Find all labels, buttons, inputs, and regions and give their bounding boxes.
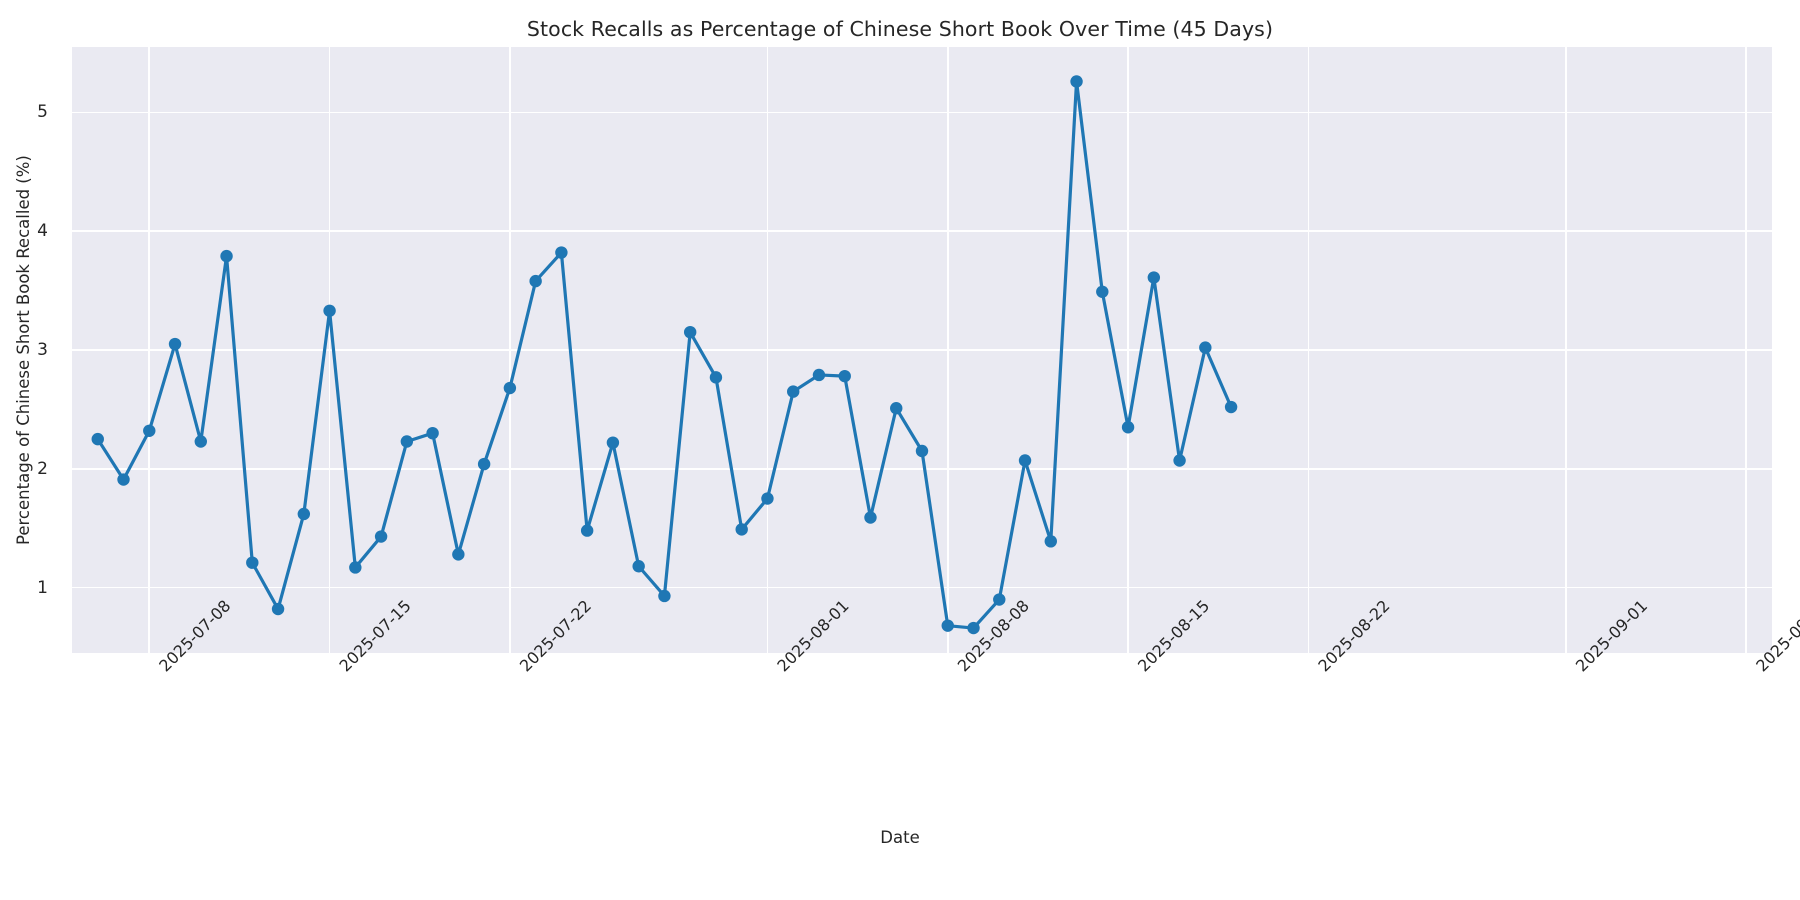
data-point: [220, 249, 233, 263]
data-point: [683, 325, 697, 339]
data-point: [1147, 271, 1161, 284]
data-point: [632, 560, 645, 573]
y-tick-label: 4: [37, 221, 48, 242]
data-point: [194, 435, 207, 448]
y-tick-label: 2: [37, 458, 48, 479]
x-tick-label: 2025-07-22: [516, 596, 595, 675]
data-point: [787, 385, 800, 398]
gridline-h: [72, 230, 1772, 232]
x-tick-label: 2025-09-01: [1572, 596, 1651, 675]
data-point: [1121, 421, 1135, 434]
data-point: [374, 530, 388, 543]
gridline-h: [72, 586, 1772, 589]
data-point: [864, 511, 877, 524]
data-point: [477, 457, 491, 471]
data-point: [658, 589, 671, 603]
data-point: [915, 444, 929, 458]
x-tick-label: 2025-08-01: [773, 596, 852, 675]
series-polyline: [96, 79, 1233, 630]
x-tick-label: 2025-09-08: [1752, 596, 1800, 676]
data-point: [967, 621, 980, 635]
data-point: [761, 492, 774, 505]
data-point: [529, 274, 542, 288]
x-tick-label: 2025-08-15: [1134, 596, 1213, 675]
data-point: [1044, 535, 1057, 548]
data-point: [400, 435, 414, 448]
data-point: [555, 246, 568, 259]
x-tick-label: 2025-07-15: [336, 596, 415, 675]
data-point: [297, 507, 311, 521]
data-point: [143, 424, 156, 437]
data-point: [1224, 400, 1238, 414]
data-point: [993, 593, 1006, 606]
data-point: [812, 368, 826, 382]
line-series: [91, 75, 1238, 635]
data-point: [606, 436, 620, 449]
data-point: [890, 402, 903, 415]
gridline-v: [766, 47, 769, 653]
data-point: [709, 371, 723, 384]
y-axis-ticks: 1 2 3 4 5: [0, 47, 62, 653]
x-axis-label: Date: [880, 828, 920, 847]
data-point: [1096, 285, 1109, 298]
gridline-v: [148, 47, 151, 653]
data-point: [168, 337, 182, 351]
gridline-v: [1307, 47, 1310, 653]
data-point: [426, 426, 439, 440]
gridline-h: [72, 349, 1772, 351]
gridline-v: [1565, 47, 1567, 653]
gridline-v: [1127, 47, 1129, 653]
data-point: [452, 548, 465, 561]
gridline-v: [509, 47, 511, 653]
y-tick-label: 5: [37, 102, 48, 123]
gridline-v: [328, 47, 331, 653]
y-axis-label: Percentage of Chinese Short Book Recalle…: [14, 155, 33, 545]
data-point: [503, 381, 517, 395]
data-point: [735, 523, 748, 536]
data-point: [1199, 341, 1212, 354]
gridline-v: [946, 47, 949, 653]
x-tick-label: 2025-08-22: [1314, 596, 1393, 675]
plot-area: [72, 47, 1772, 653]
data-point: [838, 369, 851, 383]
data-point: [246, 556, 259, 569]
data-point: [349, 561, 362, 574]
data-point: [271, 602, 285, 616]
series-markers: [91, 75, 1238, 635]
data-point: [323, 304, 336, 317]
chart-title: Stock Recalls as Percentage of Chinese S…: [526, 17, 1274, 41]
gridline-v: [1745, 47, 1748, 653]
x-tick-label: 2025-07-08: [155, 596, 234, 675]
data-point: [91, 432, 104, 446]
gridline-h: [72, 111, 1772, 114]
data-point: [1173, 454, 1186, 467]
data-point: [117, 473, 130, 486]
y-tick-label: 3: [37, 340, 48, 360]
data-point: [1018, 454, 1032, 467]
gridline-h: [72, 468, 1772, 470]
data-point: [580, 524, 594, 537]
y-axis-label-wrap: Percentage of Chinese Short Book Recalle…: [14, 47, 38, 653]
x-tick-label: 2025-08-08: [954, 596, 1033, 675]
data-point: [1070, 75, 1083, 88]
data-point: [941, 619, 954, 632]
y-tick-label: 1: [37, 577, 48, 598]
x-axis-ticks: 2025-07-08 2025-07-15 2025-07-22 2025-08-01…: [72, 596, 1800, 812]
